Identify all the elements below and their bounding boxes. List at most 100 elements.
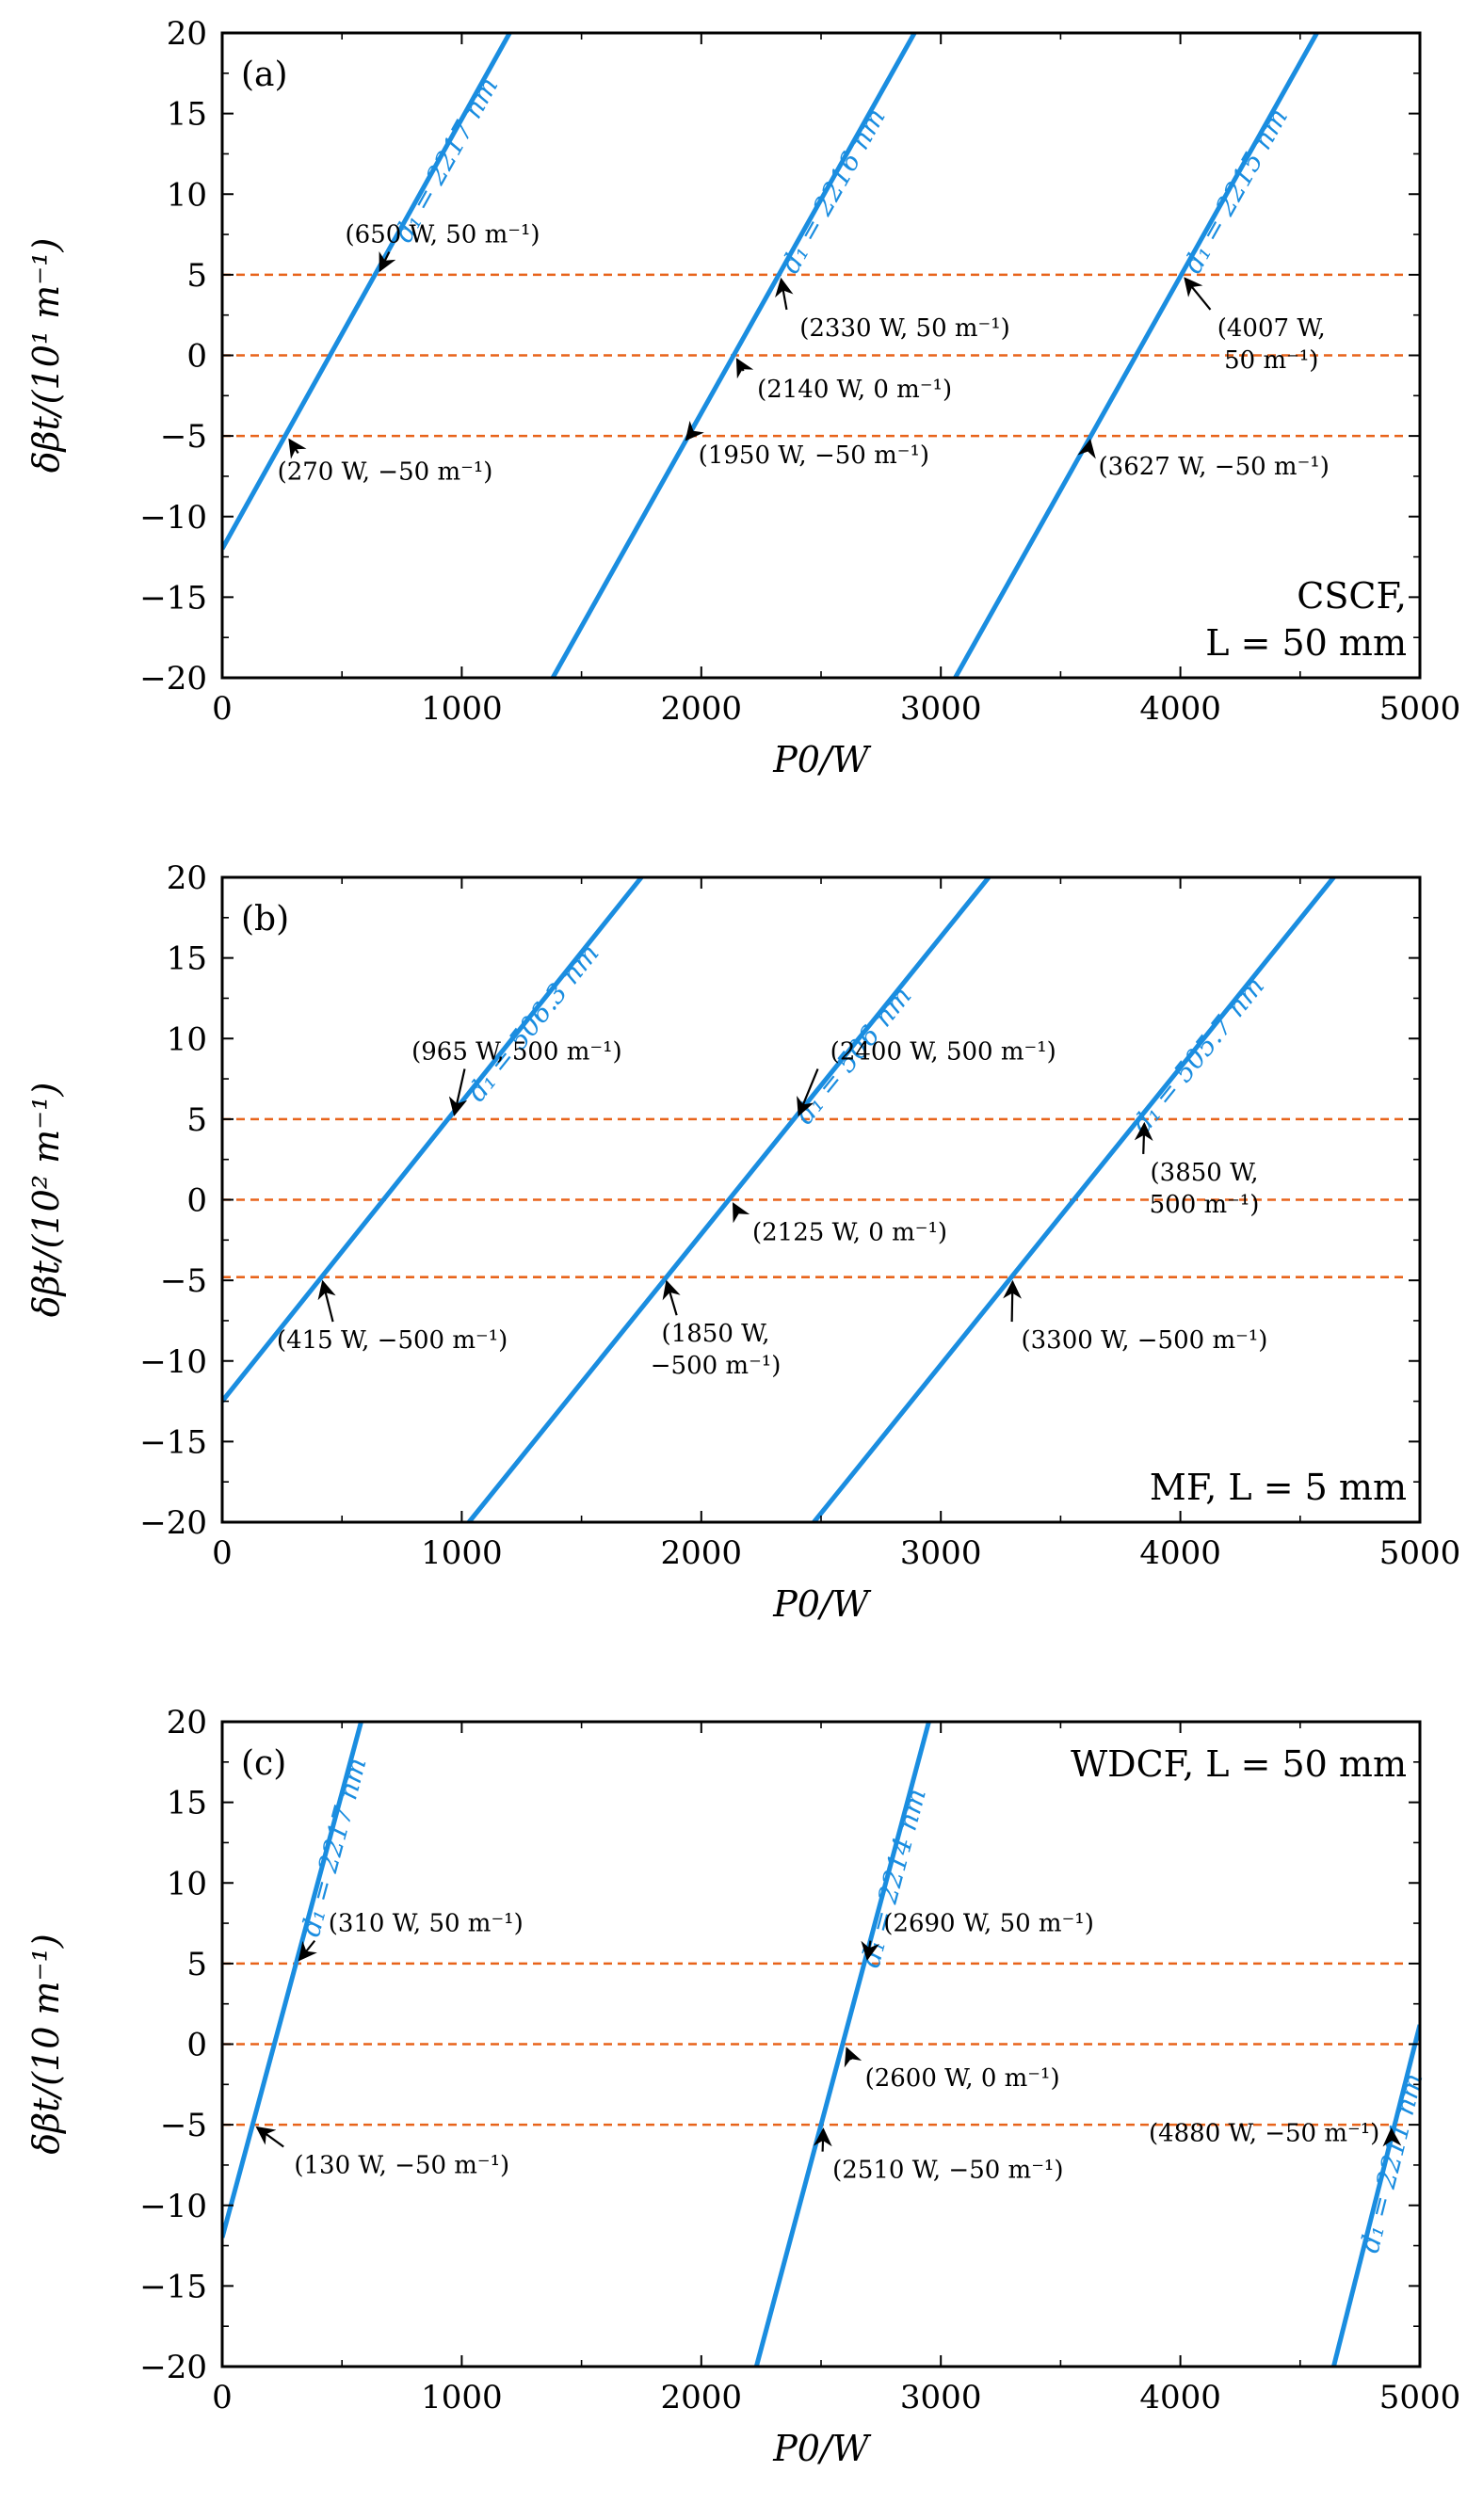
chart-panel-1: d₁ = 2217 nm d₁ = 2216 nm d₁ = 2215 nm(650…: [25, 15, 1460, 780]
x-tick-label: 3000: [900, 1534, 982, 1572]
annotation-label: (2510 W, −50 m⁻¹): [832, 2157, 1063, 2185]
annotation-label: (1950 W, −50 m⁻¹): [699, 441, 929, 470]
y-tick-label: −20: [139, 2349, 207, 2386]
x-tick-label: 2000: [661, 690, 743, 728]
annotation-arrow: [732, 1202, 750, 1224]
y-tick-label: −5: [160, 1262, 207, 1300]
annotation-label: (310 W, 50 m⁻¹): [329, 1910, 524, 1938]
y-tick-label: 5: [186, 1101, 207, 1139]
y-tick-label: 0: [186, 338, 207, 376]
y-tick-label: −10: [139, 1343, 207, 1381]
annotation-label: (2140 W, 0 m⁻¹): [757, 376, 952, 404]
x-tick-label: 4000: [1139, 690, 1221, 728]
annotation-label: (2330 W, 50 m⁻¹): [799, 314, 1010, 343]
annotation-label: (4880 W, −50 m⁻¹): [1149, 2119, 1379, 2147]
panel-tag: (a): [241, 56, 288, 94]
panel-tag: (b): [241, 900, 289, 939]
y-tick-label: −10: [139, 499, 207, 537]
y-tick-label: 5: [186, 1946, 207, 1983]
annotation-arrow: [288, 438, 307, 459]
y-axis-title: δβt/(10² m⁻¹): [25, 1083, 67, 1318]
annotation-arrow: [448, 1068, 468, 1116]
x-tick-label: 0: [212, 1534, 233, 1572]
x-tick-label: 5000: [1379, 1534, 1461, 1572]
annotation-label: (415 W, −500 m⁻¹): [277, 1326, 508, 1355]
annotation-label: (270 W, −50 m⁻¹): [278, 457, 493, 486]
series-line: [812, 877, 1336, 1522]
x-tick-label: 2000: [661, 2379, 743, 2416]
y-tick-label: 10: [167, 1865, 207, 1902]
box-label: L = 50 mm: [1205, 622, 1407, 664]
x-tick-label: 0: [212, 690, 233, 728]
y-tick-label: −5: [160, 418, 207, 456]
y-axis-title: δβt/(10 m⁻¹): [25, 1934, 67, 2154]
y-tick-label: 15: [167, 1785, 207, 1822]
y-tick-label: 5: [186, 257, 207, 295]
y-tick-label: −5: [160, 2107, 207, 2144]
x-tick-label: 0: [212, 2379, 233, 2416]
series-line: [222, 877, 644, 1404]
box-label: WDCF, L = 50 mm: [1071, 1743, 1407, 1785]
annotation-arrow: [1003, 1279, 1022, 1323]
annotation-arrow: [735, 358, 754, 379]
annotation-label: 500 m⁻¹): [1150, 1191, 1260, 1219]
y-tick-label: 20: [167, 15, 207, 53]
y-tick-label: −20: [139, 1504, 207, 1542]
y-tick-label: 20: [167, 859, 207, 897]
annotation-label: (2400 W, 500 m⁻¹): [830, 1038, 1056, 1067]
annotation-arrow: [317, 1279, 336, 1323]
series-line: [753, 1722, 931, 2367]
annotation-arrow: [255, 2126, 284, 2148]
x-tick-label: 3000: [900, 2379, 982, 2416]
annotation-label: (1850 W,: [662, 1320, 770, 1348]
y-tick-label: −10: [139, 2188, 207, 2225]
y-tick-label: −20: [139, 660, 207, 698]
y-tick-label: −15: [139, 1423, 207, 1461]
y-tick-label: −15: [139, 579, 207, 617]
annotation-label: (2600 W, 0 m⁻¹): [865, 2064, 1060, 2093]
x-tick-label: 5000: [1379, 690, 1461, 728]
x-axis-title: P0/W: [772, 739, 872, 780]
y-tick-label: 0: [186, 2027, 207, 2064]
y-tick-label: 20: [167, 1704, 207, 1742]
annotation-label: (3850 W,: [1151, 1159, 1259, 1187]
series-label: d₁ = 505.7 nm: [1126, 971, 1271, 1140]
annotation-arrow: [1077, 439, 1096, 459]
y-tick-label: 15: [167, 96, 207, 134]
panel-tag: (c): [241, 1744, 286, 1783]
annotation-label: −500 m⁻¹): [651, 1352, 782, 1380]
x-tick-label: 1000: [421, 1534, 503, 1572]
y-tick-label: 0: [186, 1182, 207, 1220]
annotation-label: (650 W, 50 m⁻¹): [346, 221, 540, 249]
x-tick-label: 4000: [1139, 2379, 1221, 2416]
y-tick-label: 10: [167, 176, 207, 214]
series-line: [222, 1722, 363, 2239]
series-label: d₁ = 2215 nm: [1177, 103, 1294, 278]
annotation-arrow: [298, 1939, 317, 1962]
annotation-label: (965 W, 500 m⁻¹): [411, 1038, 622, 1067]
annotation-arrow: [1134, 1121, 1153, 1154]
box-label: CSCF,: [1297, 575, 1407, 617]
series-line: [953, 33, 1319, 678]
x-tick-label: 1000: [421, 2379, 503, 2416]
annotation-label: 50 m⁻¹): [1224, 346, 1318, 375]
y-tick-label: −15: [139, 2268, 207, 2305]
annotation-arrow: [775, 277, 794, 311]
series-line: [550, 33, 917, 678]
chart-panel-2: d₁ = 506.3 nm d₁ = 506 nm d₁ = 505.7 nm(96…: [25, 859, 1460, 1625]
annotation-arrow: [813, 2127, 832, 2152]
annotation-arrow: [1184, 277, 1212, 311]
x-axis-title: P0/W: [772, 1583, 872, 1625]
annotation-label: (3627 W, −50 m⁻¹): [1099, 453, 1330, 481]
x-tick-label: 3000: [900, 690, 982, 728]
annotation-label: (130 W, −50 m⁻¹): [294, 2152, 509, 2180]
annotation-arrow: [797, 1068, 819, 1117]
series-line: [467, 877, 991, 1522]
series-label: d₁ = 2211 nm: [1354, 2070, 1429, 2255]
y-tick-label: 15: [167, 940, 207, 978]
x-tick-label: 2000: [661, 1534, 743, 1572]
series-line: [1330, 2024, 1420, 2367]
series-label: d₁ = 2216 nm: [775, 103, 892, 278]
